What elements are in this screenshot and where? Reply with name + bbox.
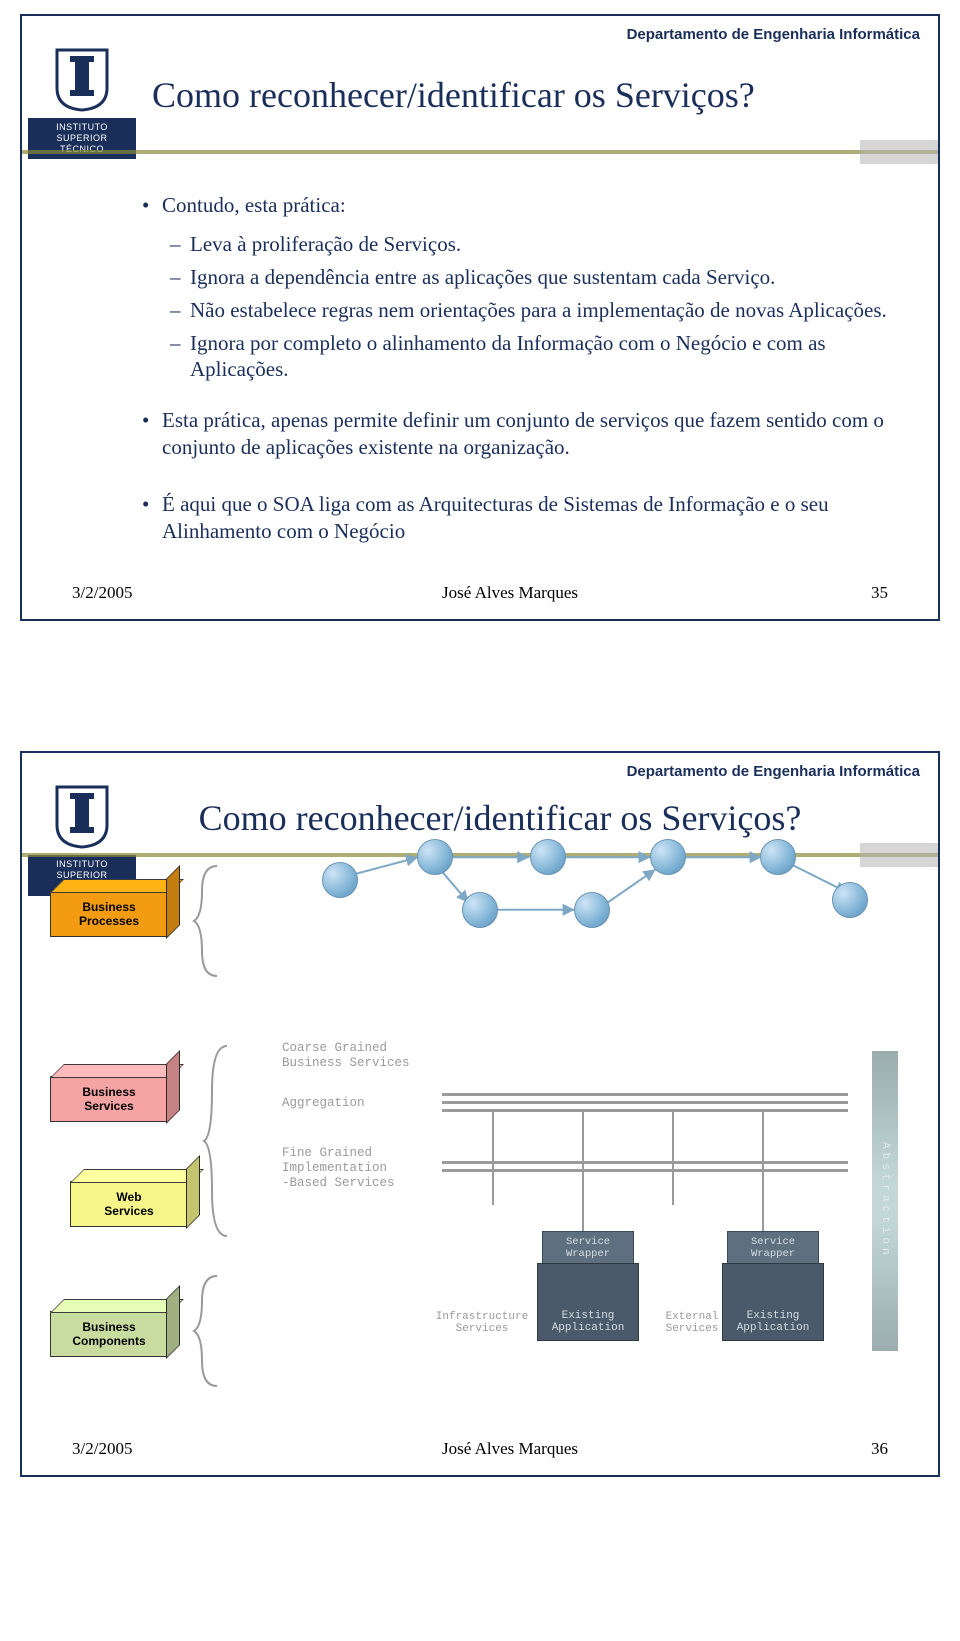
bullet-3: É aqui que o SOA liga com as Arquitectur… bbox=[142, 491, 888, 545]
bus-5 bbox=[442, 1169, 848, 1172]
footer-author: José Alves Marques bbox=[192, 583, 828, 603]
diagram-right: Coarse Grained Business Services Aggrega… bbox=[252, 831, 918, 1401]
abstraction-label: Abstraction bbox=[879, 1142, 891, 1259]
slide-content: Contudo, esta prática: Leva à proliferaç… bbox=[142, 192, 888, 545]
bus-3 bbox=[442, 1109, 848, 1112]
label-coarse-1: Coarse Grained bbox=[282, 1041, 387, 1055]
title-divider bbox=[22, 140, 938, 164]
ist-shield-icon bbox=[55, 785, 109, 849]
process-node bbox=[462, 892, 498, 928]
footer-author: José Alves Marques bbox=[192, 1439, 828, 1459]
vconn bbox=[672, 1109, 674, 1205]
box-business-components: Business Components bbox=[50, 1311, 168, 1357]
label-fine-3: -Based Services bbox=[282, 1176, 395, 1190]
footer-page: 35 bbox=[828, 583, 888, 603]
department-label: Departamento de Engenharia Informática bbox=[627, 26, 920, 43]
footer-date: 3/2/2005 bbox=[72, 583, 192, 603]
ist-shield-icon bbox=[55, 48, 109, 112]
vconn bbox=[762, 1109, 764, 1231]
service-wrapper-1: Service Wrapper bbox=[542, 1231, 634, 1265]
sub-bullet-3: Não estabelece regras nem orientações pa… bbox=[142, 297, 888, 324]
existing-app-1: Existing Application bbox=[537, 1263, 639, 1341]
abstraction-bar: Abstraction bbox=[872, 1051, 898, 1351]
process-node bbox=[574, 892, 610, 928]
institute-line-1: INSTITUTO bbox=[30, 122, 134, 133]
department-label: Departamento de Engenharia Informática bbox=[627, 763, 920, 780]
service-wrapper-2: Service Wrapper bbox=[727, 1231, 819, 1265]
bus-2 bbox=[442, 1101, 848, 1104]
sub-bullet-4: Ignora por completo o alinhamento da Inf… bbox=[142, 330, 888, 384]
process-node bbox=[760, 839, 796, 875]
sub-bullet-2: Ignora a dependência entre as aplicações… bbox=[142, 264, 888, 291]
label-fine-2: Implementation bbox=[282, 1161, 387, 1175]
slide-2: Departamento de Engenharia Informática I… bbox=[20, 751, 940, 1477]
grey-band bbox=[860, 140, 938, 164]
slide-footer: 3/2/2005 José Alves Marques 36 bbox=[72, 1439, 888, 1459]
process-node bbox=[650, 839, 686, 875]
box-business-processes: Business Processes bbox=[50, 891, 168, 937]
slide-title: Como reconhecer/identificar os Serviços? bbox=[152, 74, 938, 116]
vconn bbox=[582, 1109, 584, 1231]
bullet-1: Contudo, esta prática: bbox=[142, 192, 888, 219]
label-coarse-2: Business Services bbox=[282, 1056, 410, 1070]
process-node bbox=[832, 882, 868, 918]
label-aggregation: Aggregation bbox=[282, 1096, 365, 1110]
footer-page: 36 bbox=[828, 1439, 888, 1459]
footer-date: 3/2/2005 bbox=[72, 1439, 192, 1459]
soa-diagram: Business Processes Business Services Web… bbox=[42, 871, 918, 1401]
slide-footer: 3/2/2005 José Alves Marques 35 bbox=[72, 583, 888, 603]
bus-1 bbox=[442, 1093, 848, 1096]
slide-1: Departamento de Engenharia Informática I… bbox=[20, 14, 940, 621]
label-infrastructure: Infrastructure Services bbox=[427, 1311, 537, 1335]
brace-2 bbox=[202, 1041, 232, 1246]
box-business-services: Business Services bbox=[50, 1076, 168, 1122]
label-fine-1: Fine Grained bbox=[282, 1146, 372, 1160]
process-network bbox=[312, 837, 878, 947]
brace-1 bbox=[192, 861, 222, 986]
bus-4 bbox=[442, 1161, 848, 1164]
process-node bbox=[417, 839, 453, 875]
label-external: External Services bbox=[637, 1311, 747, 1335]
vconn bbox=[492, 1109, 494, 1205]
process-node bbox=[530, 839, 566, 875]
olive-bar bbox=[22, 150, 938, 154]
process-node bbox=[322, 862, 358, 898]
box-web-services: Web Services bbox=[70, 1181, 188, 1227]
bullet-2: Esta prática, apenas permite definir um … bbox=[142, 407, 888, 461]
brace-3 bbox=[192, 1271, 222, 1396]
sub-bullet-1: Leva à proliferação de Serviços. bbox=[142, 231, 888, 258]
